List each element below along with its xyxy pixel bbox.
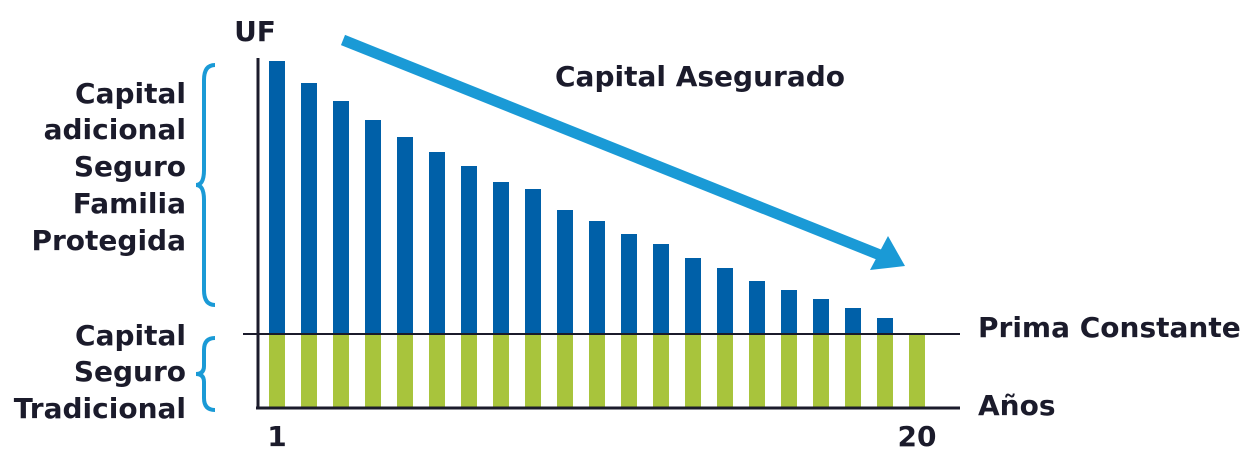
x-axis-label: Años bbox=[978, 389, 1056, 422]
bar-segment bbox=[813, 299, 829, 334]
legend-label: Tradicional bbox=[14, 392, 186, 425]
bar-segment bbox=[877, 334, 893, 408]
bar-segment bbox=[685, 258, 701, 334]
trend-arrow bbox=[340, 34, 883, 261]
brace bbox=[195, 63, 216, 307]
legend-label: Seguro bbox=[74, 150, 186, 183]
arrow-head bbox=[870, 236, 905, 270]
bar-segment bbox=[653, 244, 669, 334]
legend-label: Protegida bbox=[31, 224, 186, 257]
bar-segment bbox=[365, 334, 381, 408]
bar-segment bbox=[685, 334, 701, 408]
legend-label: Familia bbox=[73, 187, 186, 220]
bar-segment bbox=[845, 334, 861, 408]
x-tick-label: 1 bbox=[267, 420, 286, 450]
bar-segment bbox=[909, 334, 925, 408]
bar-segment bbox=[557, 210, 573, 334]
legend-label: Seguro bbox=[74, 355, 186, 388]
bar-segment bbox=[781, 290, 797, 334]
bar-segment bbox=[333, 334, 349, 408]
bar-segment bbox=[429, 334, 445, 408]
bar-segment bbox=[877, 318, 893, 334]
bar-segment bbox=[333, 101, 349, 334]
legend-label: Capital bbox=[75, 319, 186, 352]
bar-segment bbox=[493, 182, 509, 334]
bar-segment bbox=[301, 83, 317, 334]
bar-segment bbox=[781, 334, 797, 408]
bar-segment bbox=[845, 308, 861, 334]
legend-label: adicional bbox=[44, 113, 186, 146]
bar-segment bbox=[301, 334, 317, 408]
bar-segment bbox=[429, 152, 445, 334]
annotation: Prima Constante bbox=[978, 311, 1241, 344]
bar-segment bbox=[525, 334, 541, 408]
bar-segment bbox=[397, 137, 413, 334]
bar-segment bbox=[621, 234, 637, 334]
bar-segment bbox=[589, 221, 605, 334]
brace bbox=[195, 336, 216, 412]
bar-segment bbox=[461, 334, 477, 408]
bar-segment bbox=[461, 166, 477, 334]
bar-segment bbox=[717, 334, 733, 408]
bar-segment bbox=[589, 334, 605, 408]
annotation: Capital Asegurado bbox=[555, 60, 845, 93]
bar-segment bbox=[365, 120, 381, 334]
bar-segment bbox=[813, 334, 829, 408]
bar-segment bbox=[493, 334, 509, 408]
bar-segment bbox=[269, 334, 285, 408]
bar-segment bbox=[621, 334, 637, 408]
bar-segment bbox=[653, 334, 669, 408]
bar-segment bbox=[717, 268, 733, 334]
bar-segment bbox=[525, 189, 541, 334]
bar-segment bbox=[749, 334, 765, 408]
bar-segment bbox=[557, 334, 573, 408]
x-tick-label: 20 bbox=[898, 420, 937, 450]
bar-segment bbox=[269, 61, 285, 334]
bar-segment bbox=[397, 334, 413, 408]
legend-label: Capital bbox=[75, 77, 186, 110]
y-axis-label: UF bbox=[234, 15, 276, 48]
bar-segment bbox=[749, 281, 765, 334]
